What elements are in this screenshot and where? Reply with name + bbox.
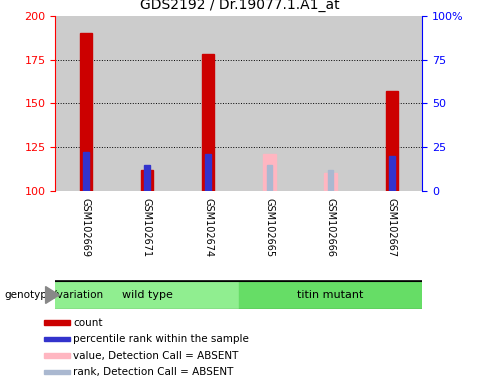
Bar [55, 16, 117, 191]
Text: rank, Detection Call = ABSENT: rank, Detection Call = ABSENT [73, 367, 233, 377]
Bar [44, 337, 70, 341]
Bar [202, 55, 214, 191]
Bar [44, 353, 70, 358]
Text: titin mutant: titin mutant [298, 290, 364, 300]
Text: percentile rank within the sample: percentile rank within the sample [73, 334, 249, 344]
Bar [263, 154, 276, 191]
Bar [239, 16, 300, 191]
Text: genotype/variation: genotype/variation [5, 290, 104, 300]
Bar [300, 16, 361, 191]
Bar [324, 174, 337, 191]
Bar [386, 91, 398, 191]
Polygon shape [46, 286, 59, 303]
Text: GSM102665: GSM102665 [264, 198, 275, 257]
Text: GSM102671: GSM102671 [142, 198, 152, 257]
Text: GSM102669: GSM102669 [81, 198, 91, 257]
Bar [205, 154, 211, 191]
Bar [117, 16, 178, 191]
Bar [141, 170, 153, 191]
Bar [328, 170, 333, 191]
Text: wild type: wild type [121, 290, 172, 300]
Bar [44, 370, 70, 374]
Text: GSM102666: GSM102666 [325, 198, 336, 257]
Text: GDS2192 / Dr.19077.1.A1_at: GDS2192 / Dr.19077.1.A1_at [140, 0, 340, 12]
Bar [239, 281, 422, 309]
Bar [55, 281, 239, 309]
Text: GSM102674: GSM102674 [203, 198, 213, 257]
Bar [178, 16, 239, 191]
Bar [80, 33, 92, 191]
Text: value, Detection Call = ABSENT: value, Detection Call = ABSENT [73, 351, 239, 361]
Bar [83, 152, 88, 191]
Text: count: count [73, 318, 102, 328]
Bar [267, 165, 272, 191]
Bar [144, 165, 150, 191]
Bar [44, 320, 70, 324]
Bar [361, 16, 422, 191]
Bar [389, 156, 395, 191]
Text: GSM102667: GSM102667 [387, 198, 397, 257]
